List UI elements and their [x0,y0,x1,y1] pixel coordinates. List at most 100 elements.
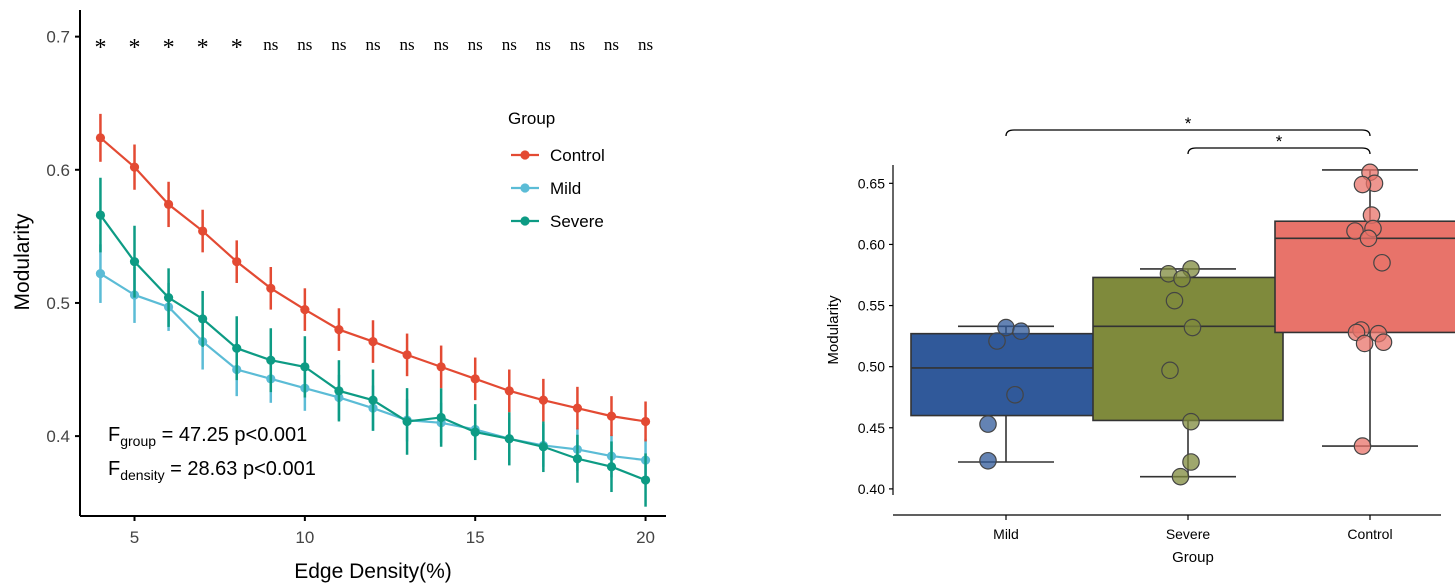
significance-label: ns [400,35,415,54]
significance-label: ns [331,35,346,54]
box-plot-axes: 0.40 0.45 0.50 0.55 0.60 0.65 Mild Severe Contr… [858,165,1441,542]
data-point-severe [266,355,276,365]
data-point-control [402,350,412,360]
significance-label: * [94,35,106,61]
data-point-control [232,257,242,267]
x-axis-ticks: 5 10 15 20 [130,516,655,547]
data-point-control [198,226,208,236]
data-point [1353,437,1372,455]
data-point-mild [95,269,106,279]
data-point-control [572,403,583,413]
data-point [1353,175,1372,194]
box-x-tick-label: Mild [993,526,1019,542]
box-y-axis-label: Modularity [825,295,842,365]
data-point-severe [232,343,242,353]
y-tick-label: 0.6 [46,161,70,180]
legend-item-severe: Severe [511,212,604,231]
data-point-severe [504,434,514,444]
box-body [1092,276,1284,422]
y-tick-label: 0.4 [46,427,70,446]
significance-label: ns [263,35,278,54]
box-y-tick-label: 0.50 [858,359,885,375]
box-severe [1092,260,1284,486]
legend-label: Severe [550,212,604,231]
legend-item-control: Control [511,146,605,165]
significance-label: ns [297,35,312,54]
x-tick-label: 20 [636,528,655,547]
series-control [95,113,651,442]
legend: Group Control Mild Severe [508,109,605,231]
box-y-tick-label: 0.40 [858,481,885,497]
legend-swatch-dot [520,183,530,193]
data-point-severe [163,293,174,303]
data-point-severe [402,416,412,427]
legend-title: Group [508,109,555,128]
line-chart-panel: * * * * * ns ns ns ns ns ns ns ns ns ns ns ns 0.40.50.60… [11,10,666,583]
significance-label: ns [468,35,483,54]
data-point-control [334,324,344,335]
data-point-control [640,416,651,427]
data-point [1374,333,1393,352]
data-point [1182,453,1200,471]
legend-label: Control [550,146,605,165]
f-density-subscript: density [120,467,164,483]
f-group-subscript: group [120,433,156,449]
data-point-control [368,336,378,347]
significance-label: ns [536,35,551,54]
box-y-tick-label: 0.45 [858,420,885,436]
line-chart-axes: 0.4 0.5 0.6 0.7 5 10 15 20 [46,10,666,547]
data-point [1373,253,1391,272]
box-mild [910,318,1102,470]
box-x-tick-label: Control [1347,526,1392,542]
legend-swatch-dot [520,150,530,160]
data-point-severe [368,395,378,405]
data-point [1359,229,1378,248]
data-point [1165,291,1184,310]
legend-items: Control Mild Severe [511,146,605,231]
f-group-annotation: Fgroup = 47.25 p<0.001 [108,424,307,449]
data-point [1183,318,1202,337]
f-density-annotation: Fdensity = 28.63 p<0.001 [108,458,316,483]
significance-label: * [197,35,209,61]
significance-label: ns [502,35,517,54]
stats-annotation: Fgroup = 47.25 p<0.001 Fdensity = 28.63 … [108,424,316,483]
box-control [1274,163,1455,455]
data-point-severe [95,210,106,220]
data-point-control [504,386,514,396]
data-point [1182,412,1200,431]
data-point [1161,361,1179,380]
legend-swatch-dot [520,216,530,226]
data-point-severe [572,454,583,464]
data-point-control [129,162,140,172]
significance-label: * [163,35,175,61]
significance-label: * [231,35,243,61]
box-plot-marks [910,163,1455,486]
box-x-axis-label: Group [1172,549,1214,566]
data-point-control [300,305,310,315]
data-point [979,415,997,433]
legend-item-mild: Mild [511,179,581,198]
data-point [988,332,1006,350]
comparison-brackets: ** [1005,114,1371,155]
data-point [1355,334,1374,353]
box-x-tick-label: Severe [1166,526,1211,542]
data-point-control [163,199,174,210]
f-density-statistic: = 28.63 p<0.001 [165,458,316,480]
f-density-main: F [108,458,120,480]
data-point-control [606,411,617,421]
box-y-tick-label: 0.60 [858,236,885,252]
data-point [1171,467,1190,486]
x-tick-label: 10 [295,528,314,547]
significance-label: ns [570,35,585,54]
y-tick-label: 0.5 [46,294,70,313]
x-tick-label: 15 [466,528,485,547]
data-point-severe [606,462,617,472]
f-group-statistic: = 47.25 p<0.001 [156,424,307,446]
box-body [910,332,1102,417]
data-point-control [266,283,276,293]
x-axis-label: Edge Density(%) [294,560,452,583]
box-y-axis-ticks: 0.40 0.45 0.50 0.55 0.60 0.65 [858,175,893,497]
line-chart-marks [95,113,651,507]
data-point-severe [129,257,140,267]
